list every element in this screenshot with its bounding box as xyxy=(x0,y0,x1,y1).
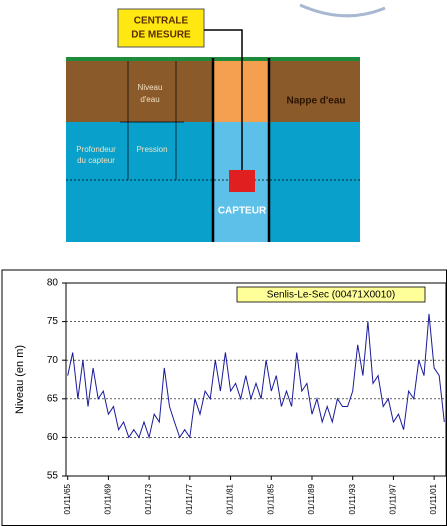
figure: CENTRALE DE MESURE Niveau d'eau Nappe d'… xyxy=(0,0,447,526)
x-tick-label: 01/11/77 xyxy=(185,483,194,514)
logo-arc xyxy=(300,5,385,16)
diagram: CENTRALE DE MESURE Niveau d'eau Nappe d'… xyxy=(66,5,385,242)
label: CAPTEUR xyxy=(218,206,267,217)
y-tick-label: 70 xyxy=(47,355,59,366)
label: du capteur xyxy=(77,156,115,165)
legend-label: Senlis-Le-Sec (00471X0010) xyxy=(267,290,395,301)
y-axis-label: Niveau (en m) xyxy=(14,345,26,414)
y-tick-label: 65 xyxy=(47,393,59,404)
plot-area xyxy=(66,283,446,476)
y-tick-label: 60 xyxy=(47,432,59,443)
label: DE MESURE xyxy=(131,30,191,41)
x-tick-label: 01/11/73 xyxy=(144,483,153,514)
y-tick-label: 75 xyxy=(47,316,59,327)
label: d'eau xyxy=(140,95,159,104)
page: CENTRALE DE MESURE Niveau d'eau Nappe d'… xyxy=(0,0,447,526)
x-tick-label: 01/11/89 xyxy=(307,483,316,514)
x-tick-label: 01/11/65 xyxy=(63,483,72,514)
x-tick-label: 01/11/93 xyxy=(348,483,357,514)
x-tick-label: 01/11/01 xyxy=(429,483,438,514)
y-tick-label: 80 xyxy=(47,278,59,289)
label: Niveau xyxy=(138,83,163,92)
x-tick-label: 01/11/97 xyxy=(389,483,398,514)
label: Profondeur xyxy=(76,145,116,154)
x-tick-label: 01/11/69 xyxy=(104,483,113,514)
label: Nappe d'eau xyxy=(286,96,345,107)
chart: 55 60 65 70 75 80 01/11/65 01/11/69 01/11/73 01/1… xyxy=(14,278,446,515)
x-tick-label: 01/11/85 xyxy=(266,483,275,514)
x-tick-label: 01/11/81 xyxy=(226,483,235,514)
sensor xyxy=(229,170,255,192)
y-tick-label: 55 xyxy=(47,471,59,482)
label: CENTRALE xyxy=(134,16,189,27)
well-water-upper xyxy=(214,61,268,122)
label: Pression xyxy=(136,145,167,154)
